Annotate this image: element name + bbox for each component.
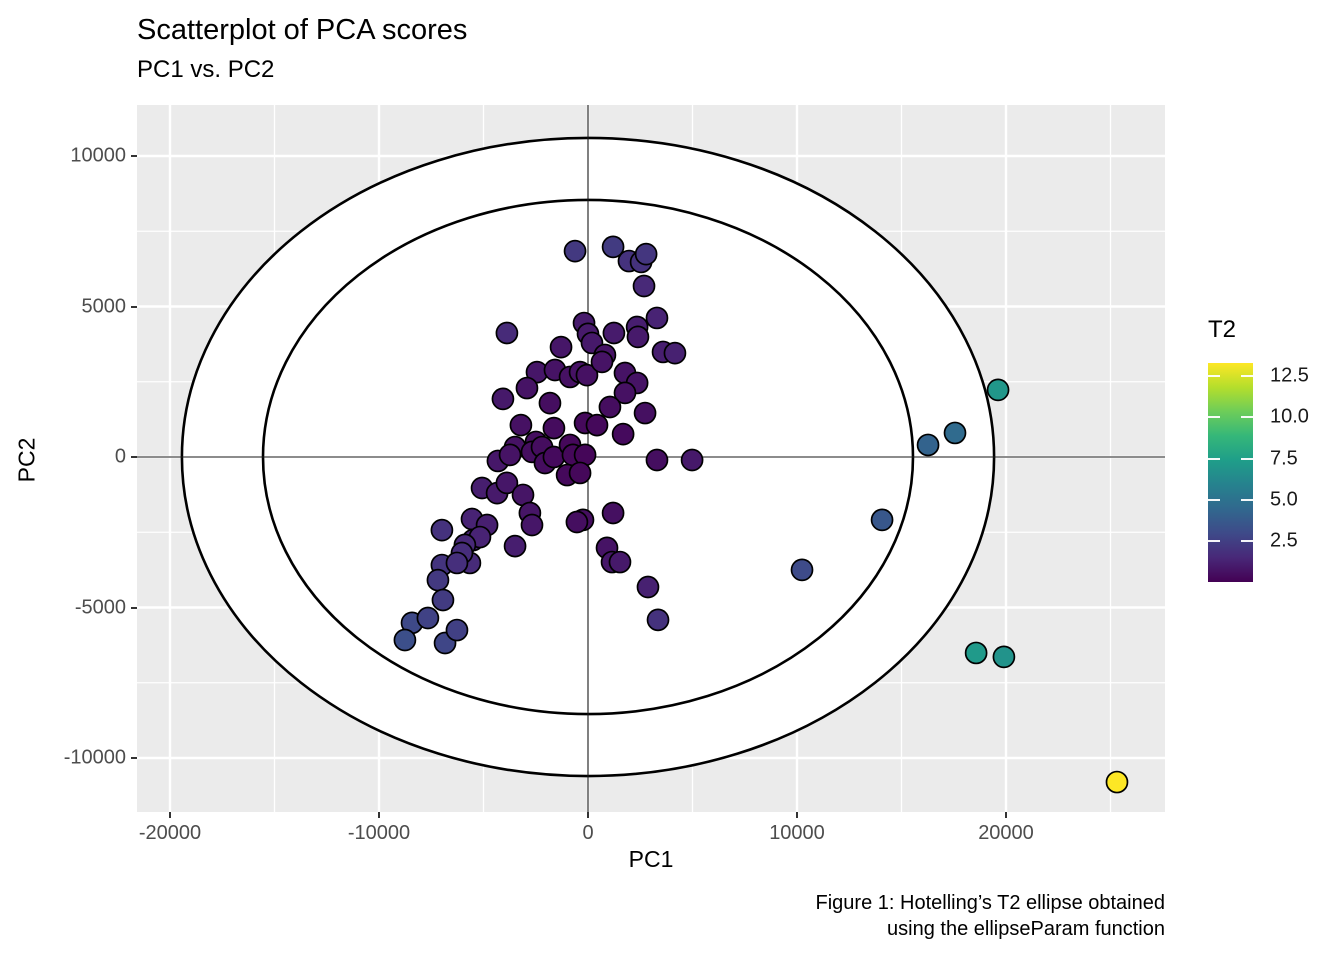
data-point: [680, 448, 704, 472]
data-point: [598, 395, 622, 419]
legend-tick-label: 12.5: [1270, 364, 1309, 387]
data-point: [563, 239, 587, 263]
data-point: [575, 363, 599, 387]
y-axis-tick-mark: [131, 155, 137, 157]
chart-title: Scatterplot of PCA scores: [137, 14, 468, 46]
data-point: [790, 558, 814, 582]
data-point: [568, 461, 592, 485]
legend-colorbar-tick: [1241, 457, 1253, 460]
data-point: [633, 401, 657, 425]
legend-colorbar-tick: [1241, 498, 1253, 501]
legend-tick-label: 10.0: [1270, 405, 1309, 428]
legend-title: T2: [1208, 316, 1237, 343]
data-point: [590, 350, 614, 374]
data-point: [943, 421, 967, 445]
figure-caption: Figure 1: Hotelling’s T2 ellipse obtaine…: [816, 890, 1165, 942]
y-axis-tick-label: 10000: [70, 144, 126, 167]
data-point: [626, 325, 650, 349]
data-point: [445, 618, 469, 642]
x-axis-tick-label: -10000: [347, 822, 411, 844]
legend-colorbar-tick: [1241, 539, 1253, 542]
data-point: [426, 568, 450, 592]
data-point: [634, 242, 658, 266]
x-axis-tick-mark: [587, 812, 589, 818]
data-point: [632, 274, 656, 298]
chart-subtitle: PC1 vs. PC2: [137, 56, 275, 83]
x-axis-tick-label: 10000: [769, 822, 825, 844]
data-point: [430, 518, 454, 542]
data-point: [645, 448, 669, 472]
data-point: [538, 391, 562, 415]
legend-colorbar-tick: [1208, 457, 1220, 460]
x-axis-tick-mark: [1005, 812, 1007, 818]
legend-colorbar-tick: [1241, 416, 1253, 419]
figure-caption-line1: Figure 1: Hotelling’s T2 ellipse obtaine…: [815, 892, 1165, 914]
data-point: [498, 443, 522, 467]
data-point: [601, 235, 625, 259]
data-point: [964, 641, 988, 665]
x-axis-title: PC1: [628, 846, 674, 872]
data-point: [646, 608, 670, 632]
legend-colorbar-tick: [1208, 416, 1220, 419]
data-point: [549, 335, 573, 359]
legend-tick-label: 7.5: [1270, 447, 1298, 469]
legend-colorbar-tick: [1241, 375, 1253, 378]
data-point: [520, 513, 544, 537]
y-axis-tick-label: -10000: [63, 746, 126, 769]
y-axis-tick-mark: [131, 757, 137, 759]
data-point: [1105, 770, 1129, 794]
data-point: [611, 422, 635, 446]
y-axis-tick-mark: [131, 606, 137, 609]
x-axis-tick-label: 0: [582, 822, 594, 844]
y-axis-tick-mark: [131, 456, 137, 458]
data-point: [542, 416, 566, 440]
data-point: [445, 551, 469, 575]
legend-tick-label: 5.0: [1270, 488, 1298, 511]
data-point: [992, 645, 1016, 669]
x-axis-tick-mark: [378, 812, 380, 818]
data-point: [645, 306, 669, 330]
data-point: [870, 508, 894, 532]
legend-colorbar-tick: [1208, 375, 1220, 378]
data-point: [986, 378, 1010, 402]
plot-canvas: [137, 105, 1165, 812]
legend-colorbar-tick: [1208, 498, 1220, 501]
data-point: [565, 510, 589, 534]
data-point: [503, 534, 527, 558]
data-point: [495, 321, 519, 345]
legend-tick-label: 2.5: [1270, 529, 1298, 552]
data-point: [515, 376, 539, 400]
y-axis-tick-label: 5000: [81, 295, 127, 317]
data-point: [393, 628, 417, 652]
data-point: [916, 433, 940, 457]
legend-colorbar: [1208, 363, 1253, 582]
x-axis-tick-mark: [169, 812, 171, 818]
legend-colorbar-tick: [1208, 539, 1220, 542]
x-axis-tick-label: -20000: [138, 822, 202, 844]
x-axis-tick-label: 20000: [978, 822, 1034, 844]
y-axis-tick-mark: [131, 305, 137, 308]
x-axis-tick-mark: [796, 812, 798, 818]
data-point: [608, 550, 632, 574]
y-axis-tick-label: 0: [114, 445, 126, 468]
figure-caption-line2: using the ellipseParam function: [887, 918, 1165, 940]
data-point: [509, 413, 533, 437]
data-point: [495, 471, 519, 495]
data-point: [613, 381, 637, 405]
data-point: [585, 413, 609, 437]
data-point: [663, 341, 687, 365]
data-point: [491, 387, 515, 411]
data-point: [601, 501, 625, 525]
data-point: [602, 321, 626, 345]
data-point: [431, 588, 455, 612]
plot-panel: [137, 105, 1165, 812]
data-point: [636, 575, 660, 599]
y-axis-tick-label: -5000: [74, 596, 126, 618]
data-point: [416, 606, 440, 630]
